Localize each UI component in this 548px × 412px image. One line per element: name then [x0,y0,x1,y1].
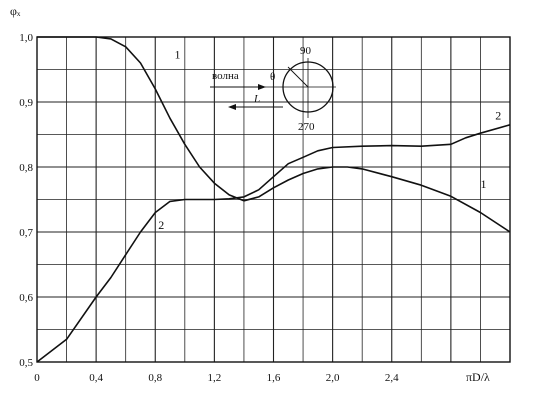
inset-diagram: волна θ 90 270 L [210,45,336,133]
x-axis-label: πD/λ [466,370,490,384]
x-tick-label: 0,4 [89,372,103,384]
y-axis-label: φₓ [10,4,21,18]
theta-ray [287,66,309,88]
y-axis-ticks: 0,5 0,6 0,7 0,8 0,9 1,0 [19,32,33,369]
y-tick-label: 0,7 [19,227,33,239]
series-label-1: 1 [480,177,486,191]
y-tick-label: 1,0 [19,32,33,44]
cylinder-circle [282,61,334,113]
series-label-2: 2 [495,109,501,123]
y-tick-label: 0,6 [19,292,33,304]
x-tick-label: 2,0 [326,372,340,384]
y-tick-label: 0,8 [19,162,33,174]
x-axis-ticks: 0 0,4 0,8 1,2 1,6 2,0 2,4 [34,372,399,384]
x-tick-label: 1,2 [208,372,222,384]
series-labels: 1 1 2 2 [158,47,501,231]
x-tick-label: 1,6 [267,372,281,384]
inset-theta-label: θ [270,71,275,83]
series-label-1: 1 [174,47,180,61]
x-tick-label: 0,8 [148,372,162,384]
inset-top-label: 90 [300,45,312,57]
plot-frame [36,36,511,363]
x-tick-label: 2,4 [385,372,399,384]
series-lines [36,36,511,363]
series-line-1 [37,36,511,233]
y-tick-label: 0,9 [19,97,33,109]
inset-wave-label: волна [212,70,239,82]
y-tick-label: 0,5 [19,357,33,369]
length-arrow-head [228,104,236,110]
inset-bottom-label: 270 [298,121,315,133]
inset-length-label: L [253,93,260,105]
x-tick-label: 0 [34,372,40,384]
series-line-2 [36,124,511,363]
series-label-2: 2 [158,218,164,232]
grid [37,37,510,362]
